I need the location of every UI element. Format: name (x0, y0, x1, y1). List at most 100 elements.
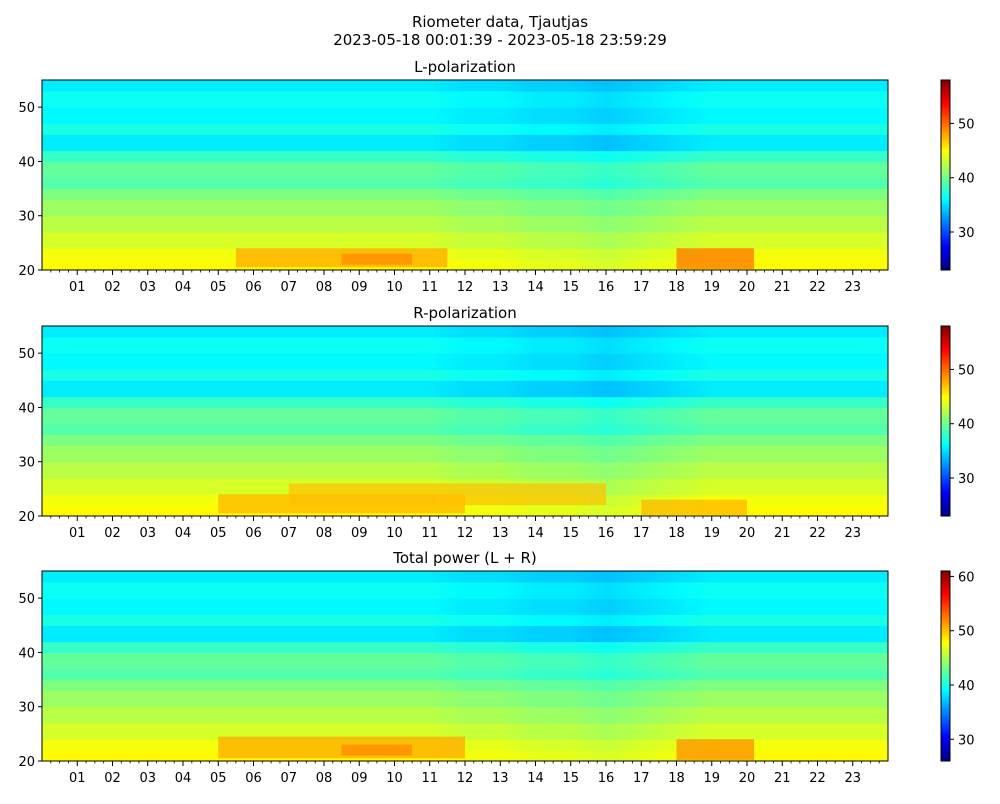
heatmap-hotspot (341, 744, 413, 756)
heatmap-band (42, 571, 888, 583)
heatmap-band (42, 380, 888, 398)
x-axis: 01 02 03 04 05 06 07 08 09 10 11 12 13 14 15 16 17 18 19 20… (50, 761, 880, 786)
colorbar-tick-label: 30 (958, 226, 975, 241)
colorbar-gradient (940, 570, 951, 762)
x-tick-label: 10 (386, 280, 403, 295)
x-tick-label: 10 (386, 526, 403, 541)
x-tick-label: 22 (809, 526, 826, 541)
x-tick-label: 13 (492, 771, 509, 786)
y-tick-label: 30 (18, 210, 35, 225)
x-tick-label: 15 (562, 771, 579, 786)
y-tick-label: 50 (18, 347, 35, 362)
heatmap-band (42, 259, 888, 270)
heatmap-band (42, 445, 888, 463)
panel-2: R-polarization 01 02 03 04 05 06 07 08 09 10 11 12 13… (18, 304, 974, 541)
heatmap-hotspot (676, 248, 755, 269)
heatmap-band (42, 353, 888, 371)
x-tick-label: 02 (104, 526, 121, 541)
x-tick-label: 11 (421, 771, 438, 786)
x-tick-label: 18 (668, 280, 685, 295)
heatmap (42, 326, 888, 516)
panel-title: L-polarization (414, 58, 516, 76)
y-axis: 20 30 40 50 (18, 347, 42, 525)
y-tick-label: 20 (18, 755, 35, 770)
x-tick-label: 14 (527, 771, 544, 786)
heatmap-band (42, 461, 888, 479)
x-tick-label: 07 (280, 280, 297, 295)
x-tick-label: 21 (774, 771, 791, 786)
heatmap-band (42, 690, 888, 708)
x-tick-label: 13 (492, 280, 509, 295)
x-tick-label: 23 (844, 526, 861, 541)
x-tick-label: 02 (104, 280, 121, 295)
heatmap-band (42, 641, 888, 654)
x-tick-label: 05 (210, 526, 227, 541)
colorbar: 30 40 50 (940, 79, 975, 271)
y-tick-label: 40 (18, 155, 35, 170)
x-tick-label: 14 (527, 280, 544, 295)
x-tick-label: 06 (245, 771, 262, 786)
x-tick-label: 06 (245, 526, 262, 541)
x-tick-label: 03 (139, 526, 156, 541)
y-axis: 20 30 40 50 (18, 101, 42, 279)
heatmap (42, 571, 888, 761)
x-tick-label: 05 (210, 280, 227, 295)
x-tick-label: 12 (457, 526, 474, 541)
figure-title-line1: Riometer data, Tjautjas (412, 13, 588, 31)
heatmap-band (42, 161, 888, 179)
heatmap-band (42, 598, 888, 616)
x-axis: 01 02 03 04 05 06 07 08 09 10 11 12 13 14 15 16 17 18 19 20… (50, 516, 880, 541)
colorbar-tick-label: 40 (958, 418, 975, 433)
x-tick-label: 17 (633, 526, 650, 541)
x-tick-label: 23 (844, 280, 861, 295)
x-tick-label: 21 (774, 526, 791, 541)
x-axis: 01 02 03 04 05 06 07 08 09 10 11 12 13 14 15 16 17 18 19 20… (50, 270, 880, 295)
x-tick-label: 12 (457, 280, 474, 295)
heatmap-band (42, 199, 888, 217)
x-tick-label: 20 (739, 771, 756, 786)
y-tick-label: 50 (18, 101, 35, 116)
x-tick-label: 18 (668, 771, 685, 786)
heatmap-band (42, 668, 888, 681)
heatmap-band (42, 232, 888, 249)
colorbar-tick-label: 40 (958, 172, 975, 187)
colorbar: 30 40 50 60 (940, 570, 975, 762)
y-tick-label: 30 (18, 456, 35, 471)
x-tick-label: 09 (351, 771, 368, 786)
heatmap-band (42, 123, 888, 135)
panel-3: Total power (L + R) 01 02 03 04 05 06 07 08 09 10 1… (18, 549, 974, 786)
x-tick-label: 16 (598, 526, 615, 541)
x-tick-label: 21 (774, 280, 791, 295)
x-tick-label: 15 (562, 526, 579, 541)
x-tick-label: 06 (245, 280, 262, 295)
x-tick-label: 16 (598, 771, 615, 786)
heatmap-band (42, 150, 888, 163)
x-tick-label: 08 (316, 526, 333, 541)
x-tick-label: 07 (280, 526, 297, 541)
heatmap-band (42, 336, 888, 354)
heatmap-band (42, 614, 888, 626)
colorbar-tick-label: 50 (958, 117, 975, 132)
y-tick-label: 40 (18, 401, 35, 416)
x-tick-label: 19 (703, 526, 720, 541)
x-tick-label: 01 (69, 280, 86, 295)
x-tick-label: 09 (351, 280, 368, 295)
colorbar-tick-label: 60 (958, 570, 975, 585)
y-axis: 20 30 40 50 (18, 592, 42, 770)
x-tick-label: 11 (421, 280, 438, 295)
heatmap-band (42, 625, 888, 643)
x-tick-label: 04 (175, 280, 192, 295)
x-tick-label: 22 (809, 280, 826, 295)
colorbar-gradient (940, 79, 951, 271)
heatmap-hotspot (288, 483, 606, 506)
heatmap-band (42, 80, 888, 92)
x-tick-label: 01 (69, 526, 86, 541)
heatmap-band (42, 581, 888, 599)
colorbar: 30 40 50 (940, 325, 975, 517)
x-tick-label: 04 (175, 771, 192, 786)
figure-title-line2: 2023-05-18 00:01:39 - 2023-05-18 23:59:2… (333, 31, 667, 49)
heatmap-band (42, 90, 888, 108)
colorbar-tick-label: 50 (958, 625, 975, 640)
